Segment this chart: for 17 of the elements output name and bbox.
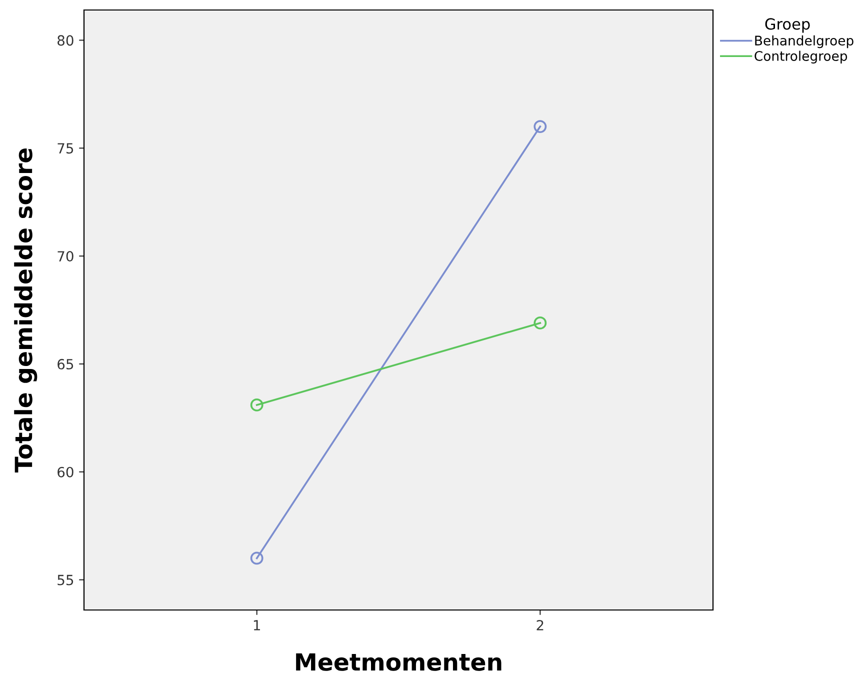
legend-label: Behandelgroep (755, 35, 854, 48)
y-tick-label: 55 (58, 574, 74, 586)
point (534, 120, 547, 134)
legend-title: Groep (765, 18, 810, 33)
y-axis-title: Totale gemiddelde score (14, 148, 38, 473)
y-tick-label: 70 (58, 251, 74, 262)
point (534, 316, 547, 330)
y-tick-label: 75 (58, 143, 74, 154)
x-tick-label: 1 (254, 620, 260, 630)
y-tick-label: 60 (58, 466, 74, 478)
legend-label: Controlegroep (754, 50, 848, 64)
x-axis-title: Meetmomenten (296, 653, 502, 671)
x-tick-label: 2 (536, 620, 544, 630)
point (250, 552, 264, 565)
y-tick-label: 65 (58, 358, 74, 370)
y-tick-label: 80 (58, 35, 74, 46)
point (250, 398, 264, 412)
